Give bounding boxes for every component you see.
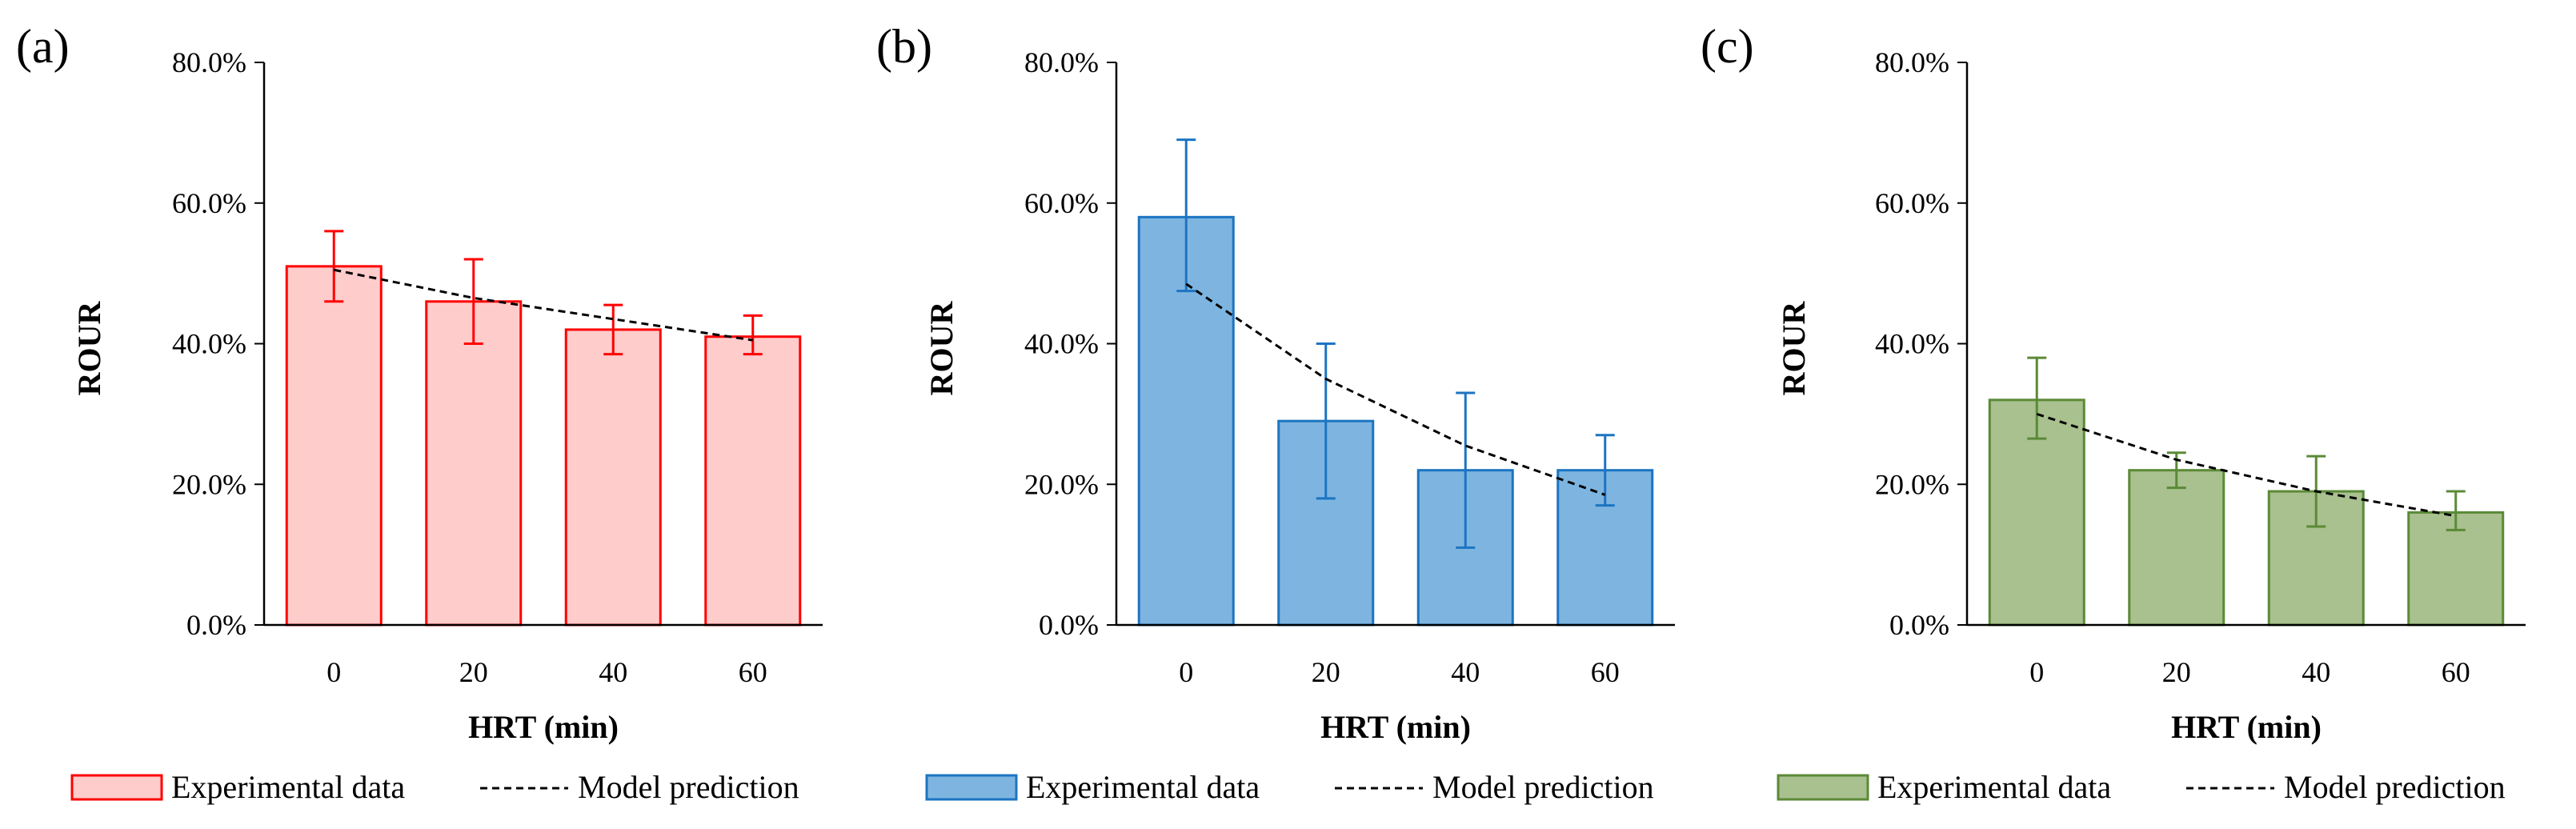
x-tick-label: 0 xyxy=(1179,656,1193,688)
bar xyxy=(2128,469,2225,627)
y-tick-label: 0.0% xyxy=(186,609,246,641)
y-tick-label: 60.0% xyxy=(1875,187,1949,219)
error-bar xyxy=(1316,342,1336,500)
x-axis-title: HRT (min) xyxy=(1320,709,1471,745)
x-axis-title: HRT (min) xyxy=(468,709,619,745)
error-bar xyxy=(324,230,344,303)
x-tick-label: 0 xyxy=(2029,656,2044,688)
x-tick-label: 20 xyxy=(1312,656,1340,688)
legend-label-experimental: Experimental data xyxy=(171,769,405,805)
x-tick-label: 40 xyxy=(599,656,627,688)
error-bar xyxy=(2027,356,2047,440)
x-tick-label: 40 xyxy=(2302,656,2330,688)
bar xyxy=(285,265,383,627)
error-bar xyxy=(1456,391,1476,549)
chart-panel-2: (b) 0.0% 20.0% 40.0% 60.0% 80.0% 0 20 40 60 HRT (m… xyxy=(876,20,1675,805)
y-tick-label: 40.0% xyxy=(1024,328,1099,360)
error-bar xyxy=(743,314,763,356)
legend-label-experimental: Experimental data xyxy=(1877,769,2111,805)
chart-panel-1: (a) 0.0% 20.0% 40.0% 60.0% 80.0% 0 20 40 60 HRT (m… xyxy=(16,20,823,805)
legend: Experimental data Model prediction xyxy=(925,769,1654,805)
bar xyxy=(425,300,523,627)
legend-label-model: Model prediction xyxy=(1432,769,1654,805)
error-bar xyxy=(603,303,623,356)
bar xyxy=(704,335,802,627)
y-axis-title: ROUR xyxy=(923,301,959,396)
error-bar xyxy=(2446,490,2466,531)
legend-label-model: Model prediction xyxy=(578,769,799,805)
y-tick-label: 80.0% xyxy=(1024,46,1099,78)
model-prediction-line xyxy=(1185,282,1606,496)
y-tick-label: 60.0% xyxy=(172,187,246,219)
x-tick-label: 40 xyxy=(1451,656,1480,688)
y-tick-label: 60.0% xyxy=(1024,187,1099,219)
model-prediction-line xyxy=(2036,412,2457,518)
x-tick-label: 0 xyxy=(327,656,341,688)
y-tick-label: 40.0% xyxy=(1875,328,1949,360)
y-tick-label: 20.0% xyxy=(1875,468,1949,500)
error-bar xyxy=(1176,138,1196,293)
bar xyxy=(564,328,662,627)
y-tick-label: 20.0% xyxy=(1024,468,1099,500)
panel-label: (b) xyxy=(876,20,932,73)
panel-label: (c) xyxy=(1701,20,1754,73)
y-tick-label: 80.0% xyxy=(172,46,246,78)
y-tick-label: 40.0% xyxy=(172,328,246,360)
y-axis-title: ROUR xyxy=(1776,301,1812,396)
y-tick-label: 0.0% xyxy=(1889,609,1949,641)
x-tick-label: 20 xyxy=(2162,656,2191,688)
y-axis-title: ROUR xyxy=(71,301,107,396)
y-tick-label: 20.0% xyxy=(172,468,246,500)
x-axis-title: HRT (min) xyxy=(2171,709,2322,745)
model-prediction-line xyxy=(333,268,753,342)
x-tick-label: 20 xyxy=(459,656,488,688)
x-tick-label: 60 xyxy=(2442,656,2470,688)
panel-label: (a) xyxy=(16,20,70,73)
x-tick-label: 60 xyxy=(1591,656,1620,688)
chart-panel-3: (c) 0.0% 20.0% 40.0% 60.0% 80.0% 0 20 40 60 HRT (m… xyxy=(1701,20,2526,805)
error-bar xyxy=(463,258,483,345)
legend-label-model: Model prediction xyxy=(2284,769,2506,805)
y-tick-label: 0.0% xyxy=(1039,609,1099,641)
legend: Experimental data Model prediction xyxy=(1777,769,2506,805)
x-tick-label: 60 xyxy=(739,656,767,688)
legend-swatch-experimental xyxy=(925,774,1018,801)
legend-label-experimental: Experimental data xyxy=(1026,769,1260,805)
y-tick-label: 80.0% xyxy=(1875,46,1949,78)
legend-swatch-experimental xyxy=(1777,774,1869,801)
legend-swatch-experimental xyxy=(70,774,163,801)
legend: Experimental data Model prediction xyxy=(70,769,799,805)
